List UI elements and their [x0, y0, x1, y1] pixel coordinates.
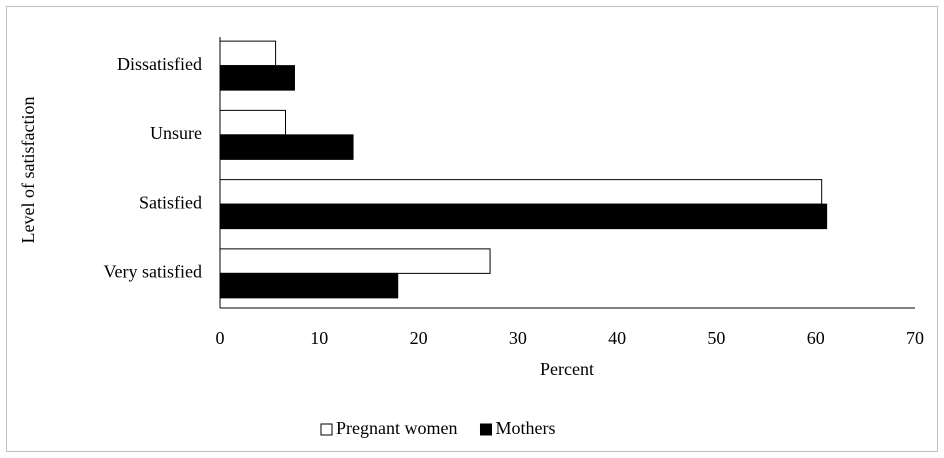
legend-label: Pregnant women	[336, 418, 457, 438]
legend-label: Mothers	[495, 418, 555, 438]
y-tick-label: Satisfied	[139, 192, 202, 212]
x-tick-label: 40	[608, 328, 626, 348]
bar	[219, 203, 828, 230]
bar	[219, 272, 399, 299]
bar	[219, 40, 277, 67]
x-axis-label: Percent	[540, 359, 594, 379]
y-tick-label: Unsure	[150, 123, 202, 143]
y-tick-label: Very satisfied	[104, 262, 202, 282]
x-tick-label: 0	[216, 328, 225, 348]
x-tick-label: 70	[906, 328, 924, 348]
bar	[219, 248, 491, 274]
x-tick-label: 10	[310, 328, 328, 348]
x-tick-label: 50	[707, 328, 725, 348]
legend-swatch	[479, 423, 492, 436]
x-tick-label: 20	[410, 328, 428, 348]
legend-swatch	[320, 423, 333, 436]
x-tick-label: 60	[807, 328, 825, 348]
y-tick-label: Dissatisfied	[117, 54, 202, 74]
bar	[219, 134, 354, 160]
bar	[219, 109, 287, 136]
x-tick-label: 30	[509, 328, 527, 348]
bar	[219, 65, 295, 91]
y-axis-label: Level of satisfaction	[18, 97, 38, 244]
bar	[219, 179, 823, 205]
